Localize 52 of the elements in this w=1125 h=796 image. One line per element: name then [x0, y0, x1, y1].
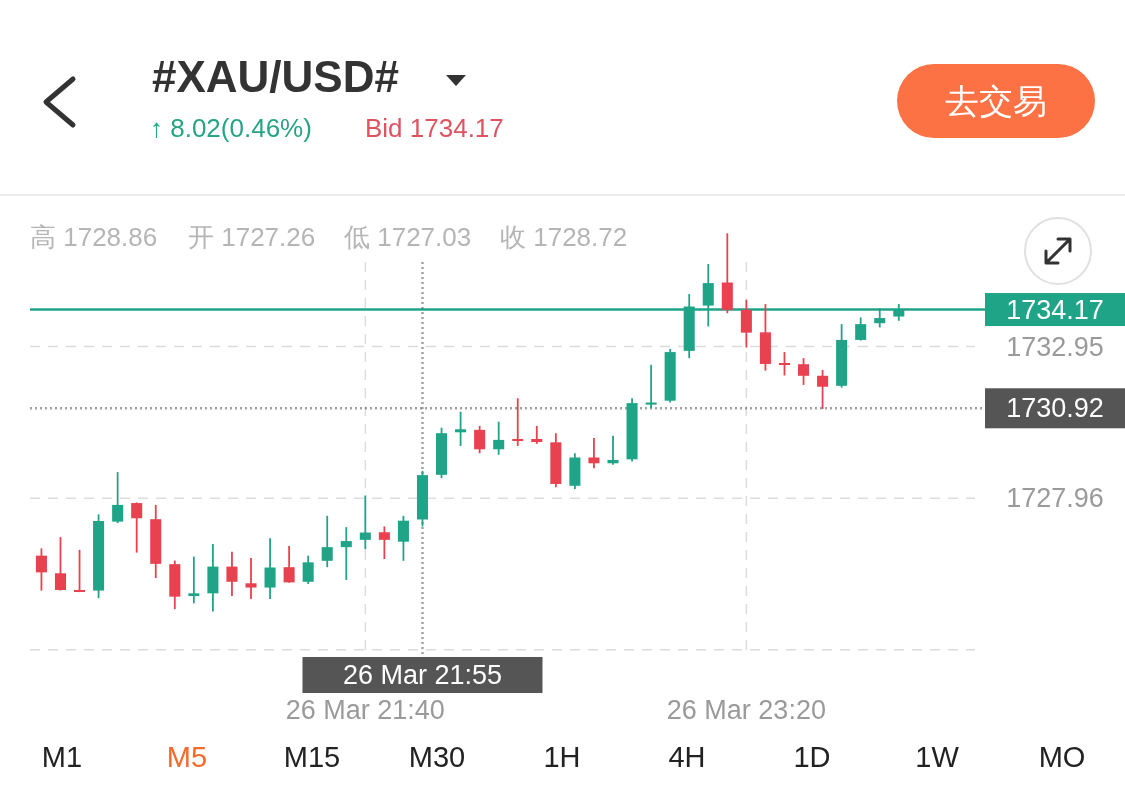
candlestick [397, 514, 409, 562]
text: M15 [283, 741, 341, 773]
text: ↑ 8.02(0.46%) [150, 113, 312, 143]
candlestick [188, 555, 200, 605]
candlestick [302, 554, 314, 585]
candlestick [283, 545, 295, 584]
text: 4H [668, 741, 706, 773]
candlestick [378, 525, 390, 560]
chart-title: #XAU/USD# [152, 52, 399, 101]
text: 1H [543, 741, 581, 773]
candlestick [855, 316, 867, 342]
ref-line-label: 1734.17 [1006, 294, 1104, 325]
candlestick [512, 397, 524, 447]
candlestick [112, 471, 124, 525]
candlestick [474, 425, 486, 455]
text: Bid 1734.17 [365, 113, 504, 143]
text: M30 [408, 741, 466, 773]
candlestick [131, 501, 143, 554]
candlestick [778, 351, 790, 377]
candlestick [245, 557, 257, 600]
candlestick [54, 536, 67, 592]
candlestick [740, 298, 752, 349]
candlestick [359, 494, 371, 551]
y-tick-label: 1732.95 [1006, 331, 1104, 362]
text: 去交易 [945, 82, 1047, 120]
annotation: 收 1728.72 [500, 222, 628, 252]
text: 1W [915, 741, 960, 773]
annotation: 开 1727.26 [188, 222, 316, 252]
candlestick [264, 537, 276, 600]
candlestick [35, 547, 47, 592]
text: MO [1038, 741, 1086, 773]
candlestick [321, 514, 333, 569]
candlestick [645, 363, 657, 410]
candlestick [493, 420, 505, 456]
candlestick [340, 526, 352, 581]
annotation: 高 1728.86 [30, 222, 158, 252]
candlestick [455, 410, 467, 447]
candlestick [607, 434, 619, 466]
candlestick [817, 369, 829, 410]
x-tick-label: 26 Mar 21:40 [285, 695, 445, 725]
y-tick-label: 1727.96 [1006, 483, 1104, 514]
candlestick [798, 357, 810, 386]
ref-line-label: 26 Mar 21:55 [342, 660, 503, 690]
candlestick [531, 425, 543, 445]
ref-line-label: 1730.92 [1006, 393, 1104, 424]
annotation: 低 1727.03 [344, 222, 472, 252]
text: 1D [793, 741, 831, 773]
candlestick [74, 548, 86, 594]
text: M1 [41, 741, 83, 773]
candlestick [226, 550, 238, 597]
x-tick-label: 26 Mar 23:20 [666, 695, 826, 725]
text: M5 [166, 741, 208, 773]
